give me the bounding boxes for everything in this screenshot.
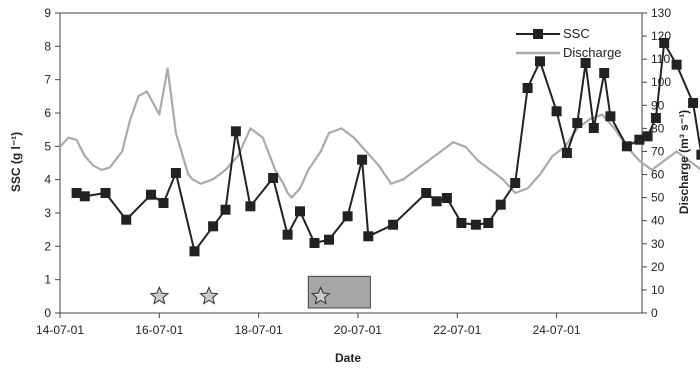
y-right-tick-label: 0 <box>651 306 658 320</box>
ssc-point <box>634 134 645 145</box>
ssc-point <box>431 196 442 207</box>
x-axis-title: Date <box>335 351 361 365</box>
ssc-point <box>535 56 545 67</box>
shaded-period <box>307 275 371 309</box>
x-tick-label: 24-07-01 <box>533 323 581 337</box>
y-left-tick-label: 7 <box>44 73 51 87</box>
ssc-point <box>309 238 320 248</box>
y-right-tick-label: 30 <box>651 237 665 251</box>
y-right-tick-label: 70 <box>651 144 665 158</box>
ssc-point <box>100 188 111 198</box>
legend-ssc-label: SSC <box>563 26 590 41</box>
ssc-point <box>421 188 432 198</box>
star-marker <box>310 285 331 305</box>
y-right-tick-label: 10 <box>651 283 665 297</box>
y-left-tick-label: 8 <box>44 39 51 53</box>
ssc-point <box>388 219 399 230</box>
ssc-point <box>580 58 591 68</box>
y-left-tick-label: 9 <box>44 6 51 20</box>
y-left-tick-label: 4 <box>44 173 51 187</box>
x-tick-label: 18-07-01 <box>235 323 283 337</box>
y-axis-left-title: SSC (g l⁻¹) <box>9 132 23 192</box>
tick-labels-layer: 0123456789010203040506070809010011012013… <box>36 6 671 337</box>
ssc-point <box>621 141 632 152</box>
ssc-point <box>342 211 353 222</box>
ssc-point <box>71 188 82 198</box>
star-marker <box>199 285 219 305</box>
y-left-tick-label: 5 <box>44 139 51 153</box>
ssc-point <box>189 246 200 257</box>
ssc-line <box>76 42 700 253</box>
ssc-point <box>688 98 699 108</box>
ssc-point <box>158 198 169 208</box>
ssc-point <box>170 168 181 178</box>
ssc-point <box>220 204 231 215</box>
ssc-point <box>146 189 156 200</box>
y-right-tick-label: 40 <box>651 214 665 228</box>
ssc-point <box>483 218 494 228</box>
ssc-point <box>363 231 374 242</box>
ssc-point <box>324 234 334 245</box>
ssc-point <box>642 131 653 142</box>
x-tick-label: 20-07-01 <box>334 323 382 337</box>
legend-discharge-label: Discharge <box>563 45 622 60</box>
ssc-point <box>357 154 368 165</box>
ssc-point <box>522 83 533 93</box>
ssc-point <box>121 214 132 225</box>
y-right-tick-label: 130 <box>651 6 671 20</box>
ssc-point <box>650 113 661 123</box>
y-right-tick-label: 120 <box>651 29 671 43</box>
ssc-point <box>295 206 305 217</box>
ssc-point <box>561 148 572 158</box>
ssc-point <box>510 178 521 188</box>
y-left-tick-label: 0 <box>44 306 51 320</box>
x-tick-label: 16-07-01 <box>135 323 183 337</box>
y-right-tick-label: 60 <box>651 168 665 182</box>
ssc-point <box>696 149 700 160</box>
discharge-series <box>59 67 700 199</box>
y-right-tick-label: 100 <box>651 75 671 89</box>
ssc-point <box>671 59 682 70</box>
ssc-point <box>605 111 616 122</box>
y-left-tick-label: 2 <box>44 239 51 253</box>
y-left-tick-label: 1 <box>44 273 51 287</box>
ssc-series <box>71 38 700 257</box>
y-left-tick-label: 3 <box>44 206 51 220</box>
ssc-point <box>230 126 241 137</box>
ssc-point <box>659 38 670 48</box>
ssc-point <box>208 221 219 232</box>
y-right-tick-label: 50 <box>651 191 665 205</box>
x-tick-label: 14-07-01 <box>36 323 84 337</box>
y-left-tick-label: 6 <box>44 106 51 120</box>
ssc-point <box>268 173 279 183</box>
ssc-point <box>245 201 256 212</box>
annotations-layer <box>149 275 371 309</box>
legend: SSC Discharge <box>516 26 622 60</box>
y-right-tick-label: 20 <box>651 260 665 274</box>
x-tick-label: 22-07-01 <box>433 323 481 337</box>
ssc-point <box>551 106 562 117</box>
star-marker <box>149 285 170 305</box>
axes-layer <box>55 12 647 318</box>
legend-ssc-marker <box>533 29 543 39</box>
ssc-point <box>588 123 599 133</box>
ssc-point <box>79 191 90 202</box>
ssc-point <box>456 218 467 228</box>
ssc-point <box>572 118 583 128</box>
ssc-point <box>282 229 293 240</box>
y-axis-right-title: Discharge (m³ s⁻¹) <box>677 110 691 214</box>
ssc-point <box>470 219 481 230</box>
discharge-line <box>59 67 700 199</box>
y-right-tick-label: 110 <box>651 52 670 66</box>
y-right-tick-label: 80 <box>651 121 665 135</box>
plot-frame <box>59 12 643 314</box>
y-right-tick-label: 90 <box>651 98 665 112</box>
ssc-point <box>441 193 452 203</box>
ssc-point <box>495 199 506 210</box>
ssc-point <box>599 68 610 78</box>
